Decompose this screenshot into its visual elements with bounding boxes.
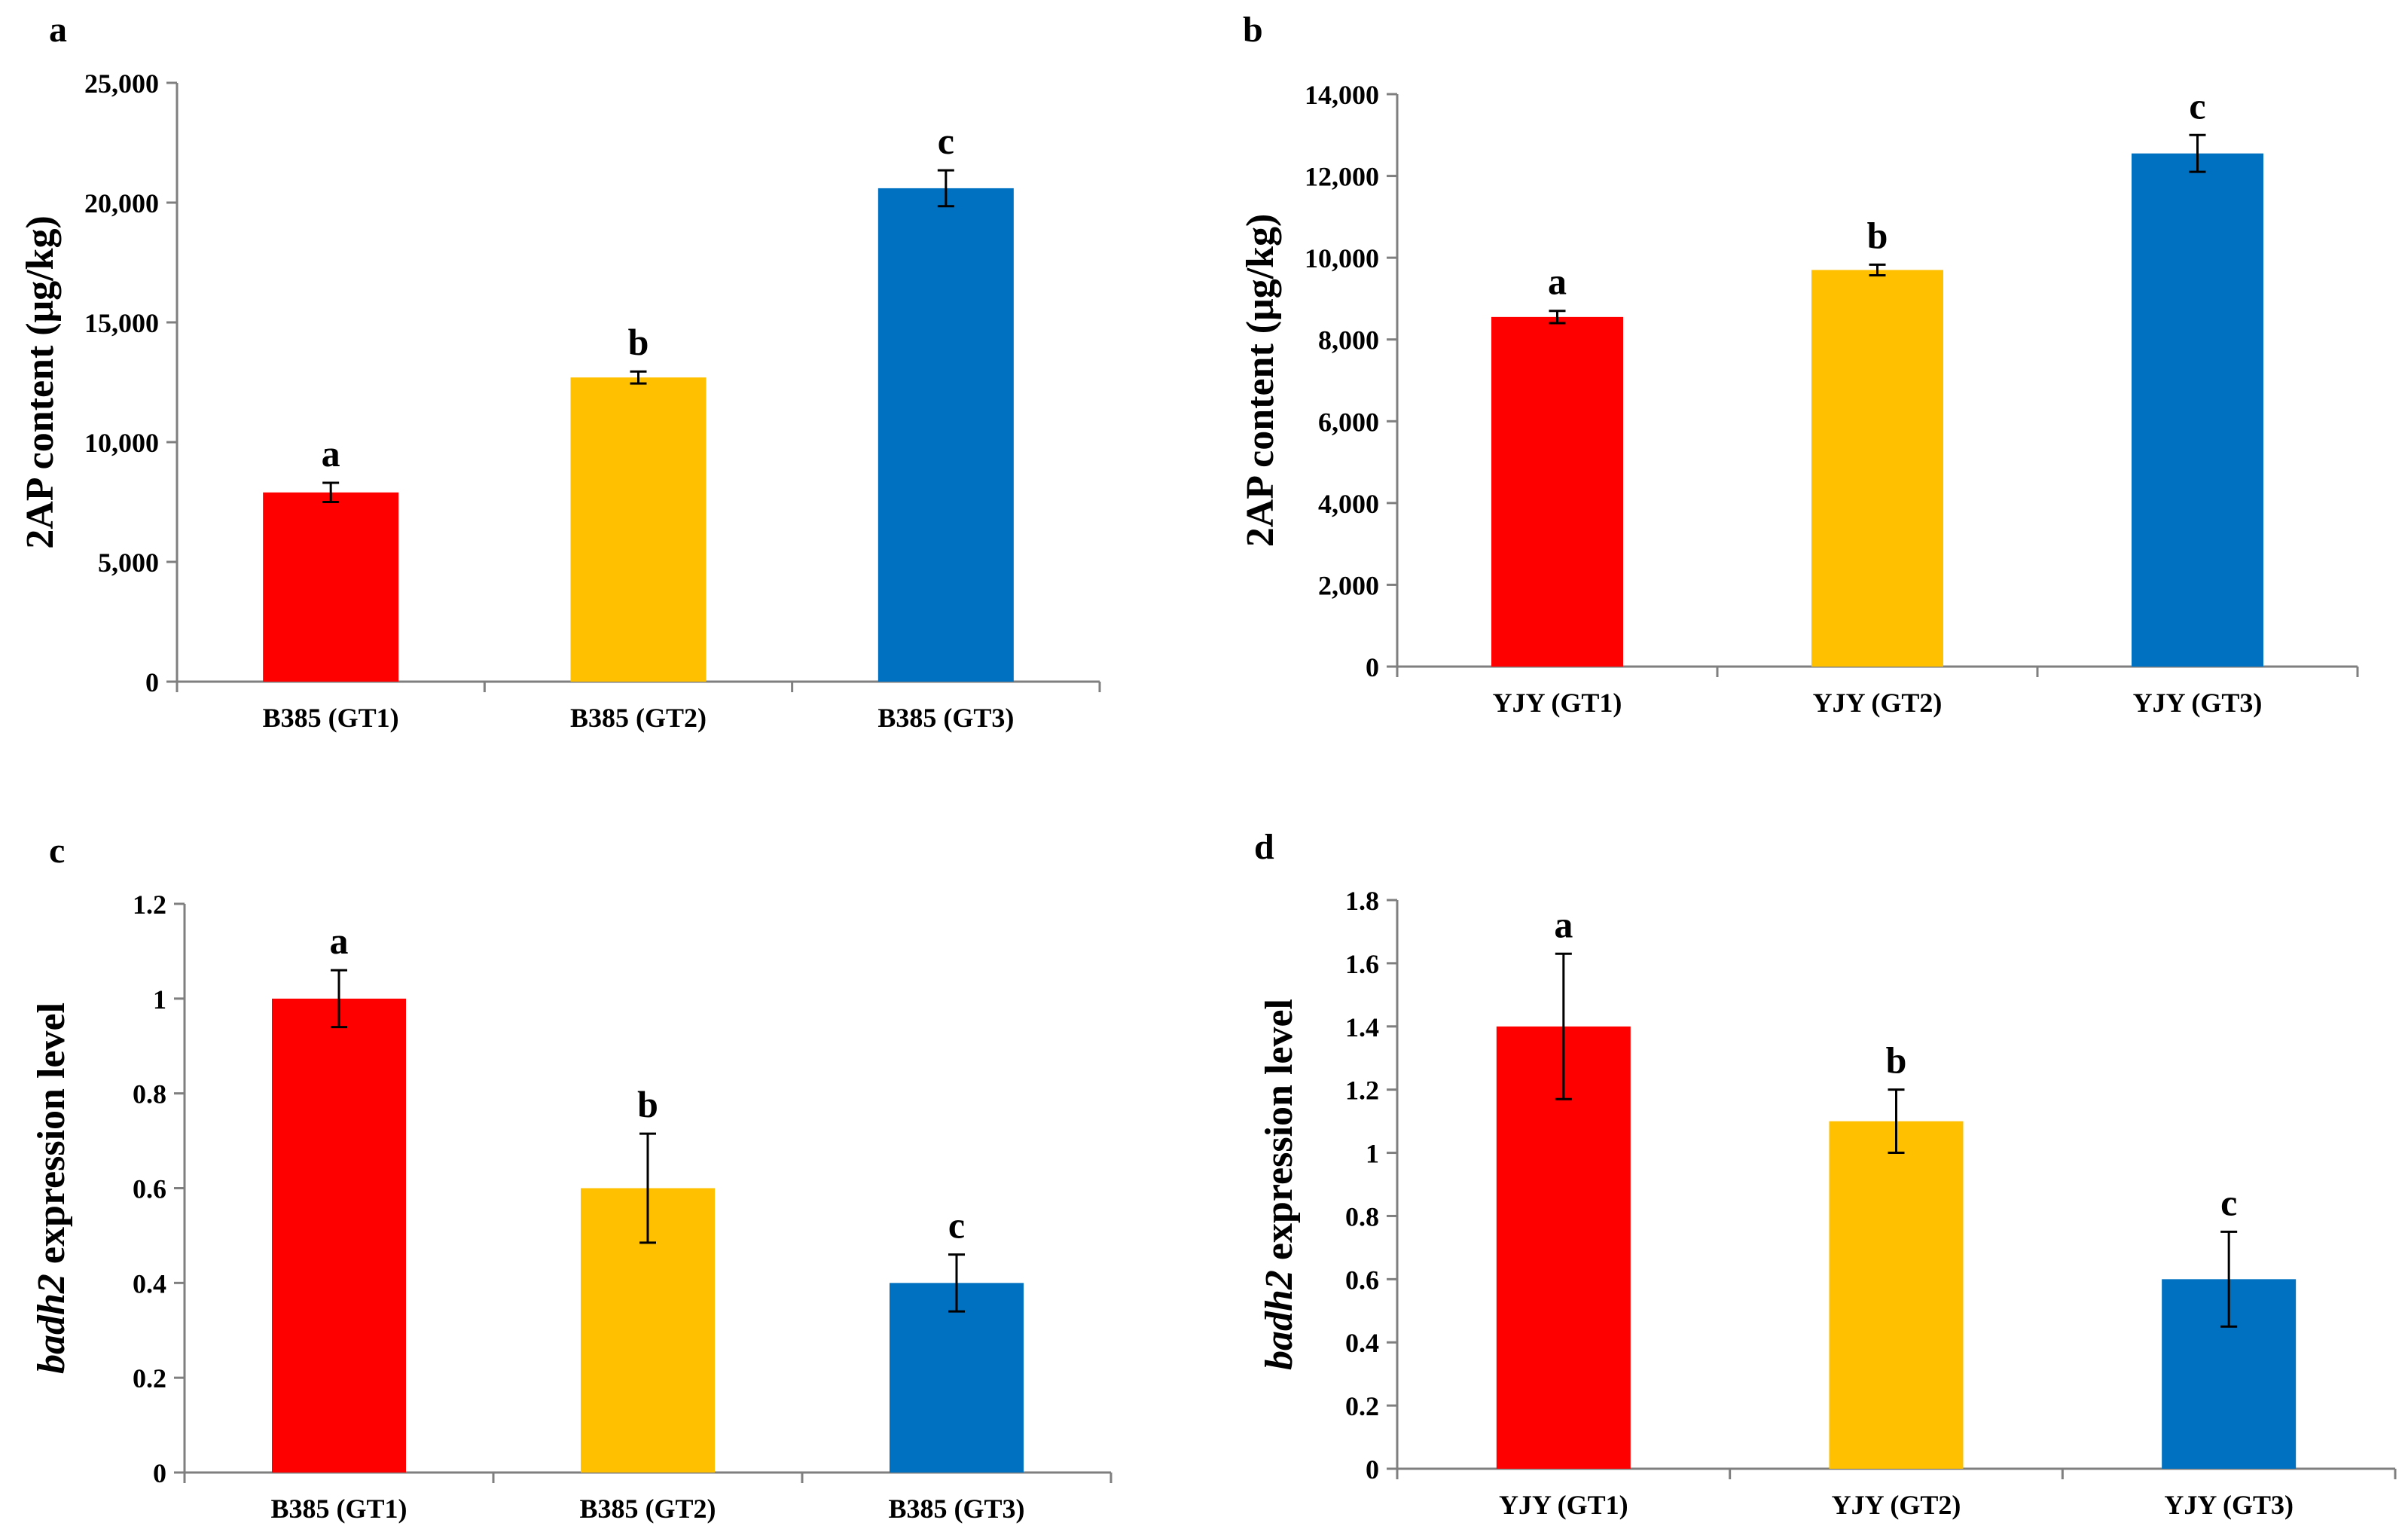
y-axis-title-text: 2AP content (μg/kg): [19, 215, 62, 549]
y-tick-label: 12,000: [1305, 162, 1379, 192]
significance-letter: b: [637, 1083, 658, 1125]
y-tick-label: 20,000: [84, 188, 159, 218]
y-tick-label: 2,000: [1318, 570, 1379, 600]
significance-letter: a: [1554, 903, 1573, 945]
significance-letter: a: [322, 432, 340, 475]
y-axis-title-gene: badh2: [1258, 1270, 1301, 1370]
y-tick-label: 0.2: [1345, 1391, 1379, 1421]
y-tick-label: 0.6: [1345, 1265, 1379, 1295]
x-category-label: B385 (GT2): [579, 1494, 716, 1524]
y-tick-label: 14,000: [1305, 80, 1379, 110]
significance-letter: b: [1867, 214, 1888, 256]
y-axis-title: badh2 expression level: [30, 1003, 73, 1374]
y-tick-label: 0.2: [133, 1363, 166, 1393]
y-tick-label: 0.4: [1345, 1328, 1379, 1358]
y-tick-label: 0.8: [1345, 1201, 1379, 1231]
y-tick-label: 0: [145, 667, 159, 697]
y-tick-label: 15,000: [84, 308, 159, 338]
x-category-label: YJY (GT1): [1499, 1490, 1628, 1520]
significance-letter: c: [938, 120, 954, 162]
x-category-label: B385 (GT3): [877, 703, 1014, 733]
significance-letter: a: [330, 920, 349, 962]
panel-label-c: c: [49, 831, 65, 871]
y-tick-label: 1: [153, 984, 166, 1015]
y-axis-title-gene: badh2: [30, 1274, 73, 1374]
significance-letter: b: [628, 321, 649, 363]
y-tick-label: 0.8: [133, 1079, 166, 1109]
y-tick-label: 10,000: [1305, 243, 1379, 273]
panel-c-chart: c 0 0.2 0.4 0.6 0.8 1 1.2 badh2 expression level…: [30, 831, 1112, 1524]
x-category-label: B385 (GT1): [270, 1494, 407, 1524]
y-tick-label: 25,000: [84, 69, 159, 99]
x-category-label: YJY (GT3): [2164, 1490, 2294, 1520]
significance-letter: b: [1886, 1039, 1907, 1082]
y-tick-label: 0.4: [133, 1268, 166, 1299]
y-tick-label: 1.2: [133, 890, 166, 920]
y-tick-label: 1.8: [1345, 886, 1379, 916]
x-category-label: B385 (GT1): [263, 703, 399, 733]
significance-letter: a: [1548, 261, 1567, 303]
bar-b-1: [1491, 316, 1623, 667]
y-axis-title-text: 2AP content (μg/kg): [1239, 214, 1282, 548]
panel-a-chart: a 0 5,000 10,000 15,000 20,000 25,000 2AP conte…: [19, 10, 1101, 733]
y-tick-label: 4,000: [1318, 489, 1379, 519]
y-tick-label: 5,000: [98, 548, 159, 578]
x-category-label: YJY (GT1): [1493, 688, 1622, 718]
x-category-label: B385 (GT2): [570, 703, 707, 733]
y-tick-label: 6,000: [1318, 407, 1379, 437]
y-axis-title-rest: expression level: [30, 1003, 73, 1274]
bar-c-1: [272, 998, 406, 1473]
y-axis-title: 2AP content (μg/kg): [19, 215, 62, 549]
bar-b-3: [2132, 153, 2263, 667]
y-tick-label: 0: [1366, 652, 1379, 682]
significance-letter: c: [2220, 1181, 2237, 1223]
panel-label-d: d: [1254, 827, 1274, 867]
y-axis-title: 2AP content (μg/kg): [1239, 214, 1282, 548]
significance-letter: c: [2189, 84, 2205, 127]
bar-a-3: [877, 188, 1014, 682]
bar-c-3: [890, 1283, 1024, 1473]
bar-b-2: [1811, 270, 1943, 667]
panel-d-chart: d 0 0.2 0.4 0.6 0.8 1 1.2 1.4 1.6 1.8 badh2 express…: [1254, 827, 2397, 1520]
y-tick-label: 1.2: [1345, 1076, 1379, 1106]
panel-label-a: a: [49, 10, 67, 50]
bar-d-2: [1829, 1121, 1964, 1469]
y-tick-label: 0: [1366, 1454, 1379, 1485]
y-axis-title-rest: expression level: [1258, 999, 1301, 1270]
panel-label-b: b: [1243, 10, 1263, 50]
y-axis-title: badh2 expression level: [1258, 999, 1301, 1370]
y-tick-label: 10,000: [84, 428, 159, 458]
x-category-label: YJY (GT2): [1832, 1490, 1961, 1520]
bar-a-2: [570, 377, 707, 682]
x-category-label: B385 (GT3): [888, 1494, 1024, 1524]
y-tick-label: 1: [1366, 1139, 1379, 1169]
significance-letter: c: [948, 1204, 965, 1247]
y-tick-label: 0.6: [133, 1174, 166, 1204]
y-tick-label: 1.4: [1345, 1012, 1379, 1042]
panel-b-chart: b 0 2,000 4,000 6,000 8,000 10,000 12,000 14,000…: [1239, 10, 2359, 718]
x-category-label: YJY (GT2): [1813, 688, 1943, 718]
bar-a-1: [263, 492, 399, 682]
y-tick-label: 1.6: [1345, 949, 1379, 979]
x-category-label: YJY (GT3): [2133, 688, 2263, 718]
y-tick-label: 8,000: [1318, 325, 1379, 356]
y-tick-label: 0: [153, 1458, 166, 1488]
